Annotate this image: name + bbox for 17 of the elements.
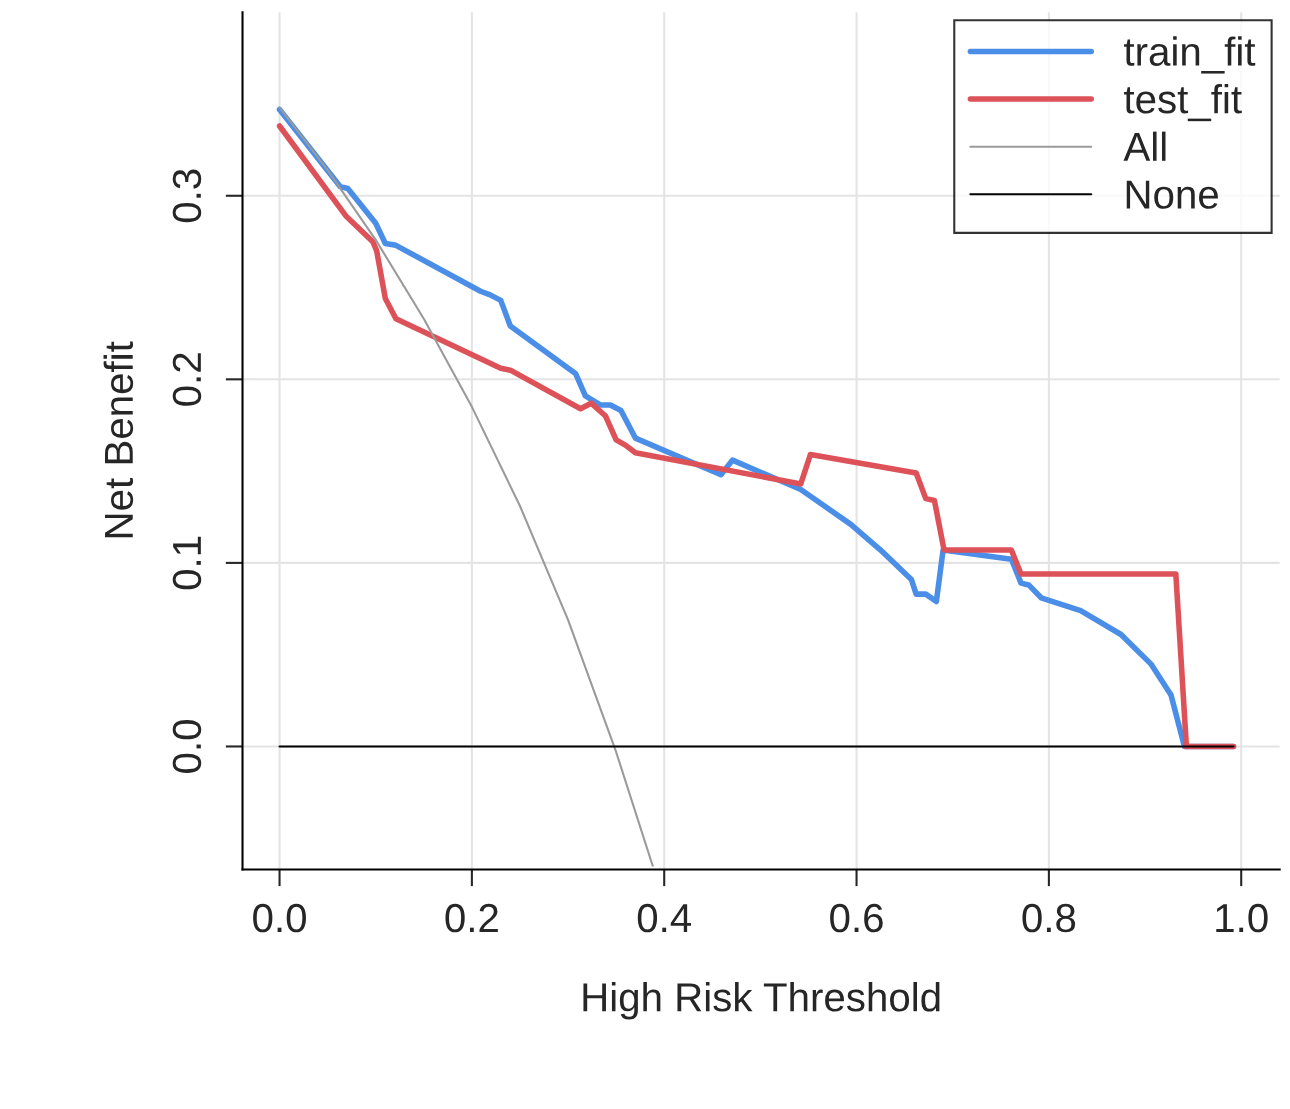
- x-axis-title: High Risk Threshold: [583, 982, 940, 1020]
- x-tick-label: 0.0: [253, 903, 306, 933]
- x-tick-label: 0.4: [637, 903, 692, 933]
- legend-label: All: [1123, 131, 1166, 161]
- y-tick-label: 0.1: [172, 536, 202, 590]
- legend-label: None: [1126, 180, 1218, 209]
- legend-label: test_fit: [1124, 83, 1242, 122]
- line-series: [278, 106, 654, 867]
- y-tick-label: 0.0: [172, 720, 202, 773]
- x-tick-label: 1.0: [1216, 903, 1268, 933]
- y-axis-title: Net Benefit: [103, 341, 134, 538]
- y-tick-label: 0.3: [172, 169, 202, 223]
- x-tick-label: 0.8: [1022, 903, 1076, 933]
- x-tick-label: 0.2: [445, 903, 498, 933]
- x-tick-label: 0.6: [830, 903, 883, 933]
- legend-label: train_fit: [1124, 36, 1256, 74]
- y-tick-label: 0.2: [172, 353, 202, 406]
